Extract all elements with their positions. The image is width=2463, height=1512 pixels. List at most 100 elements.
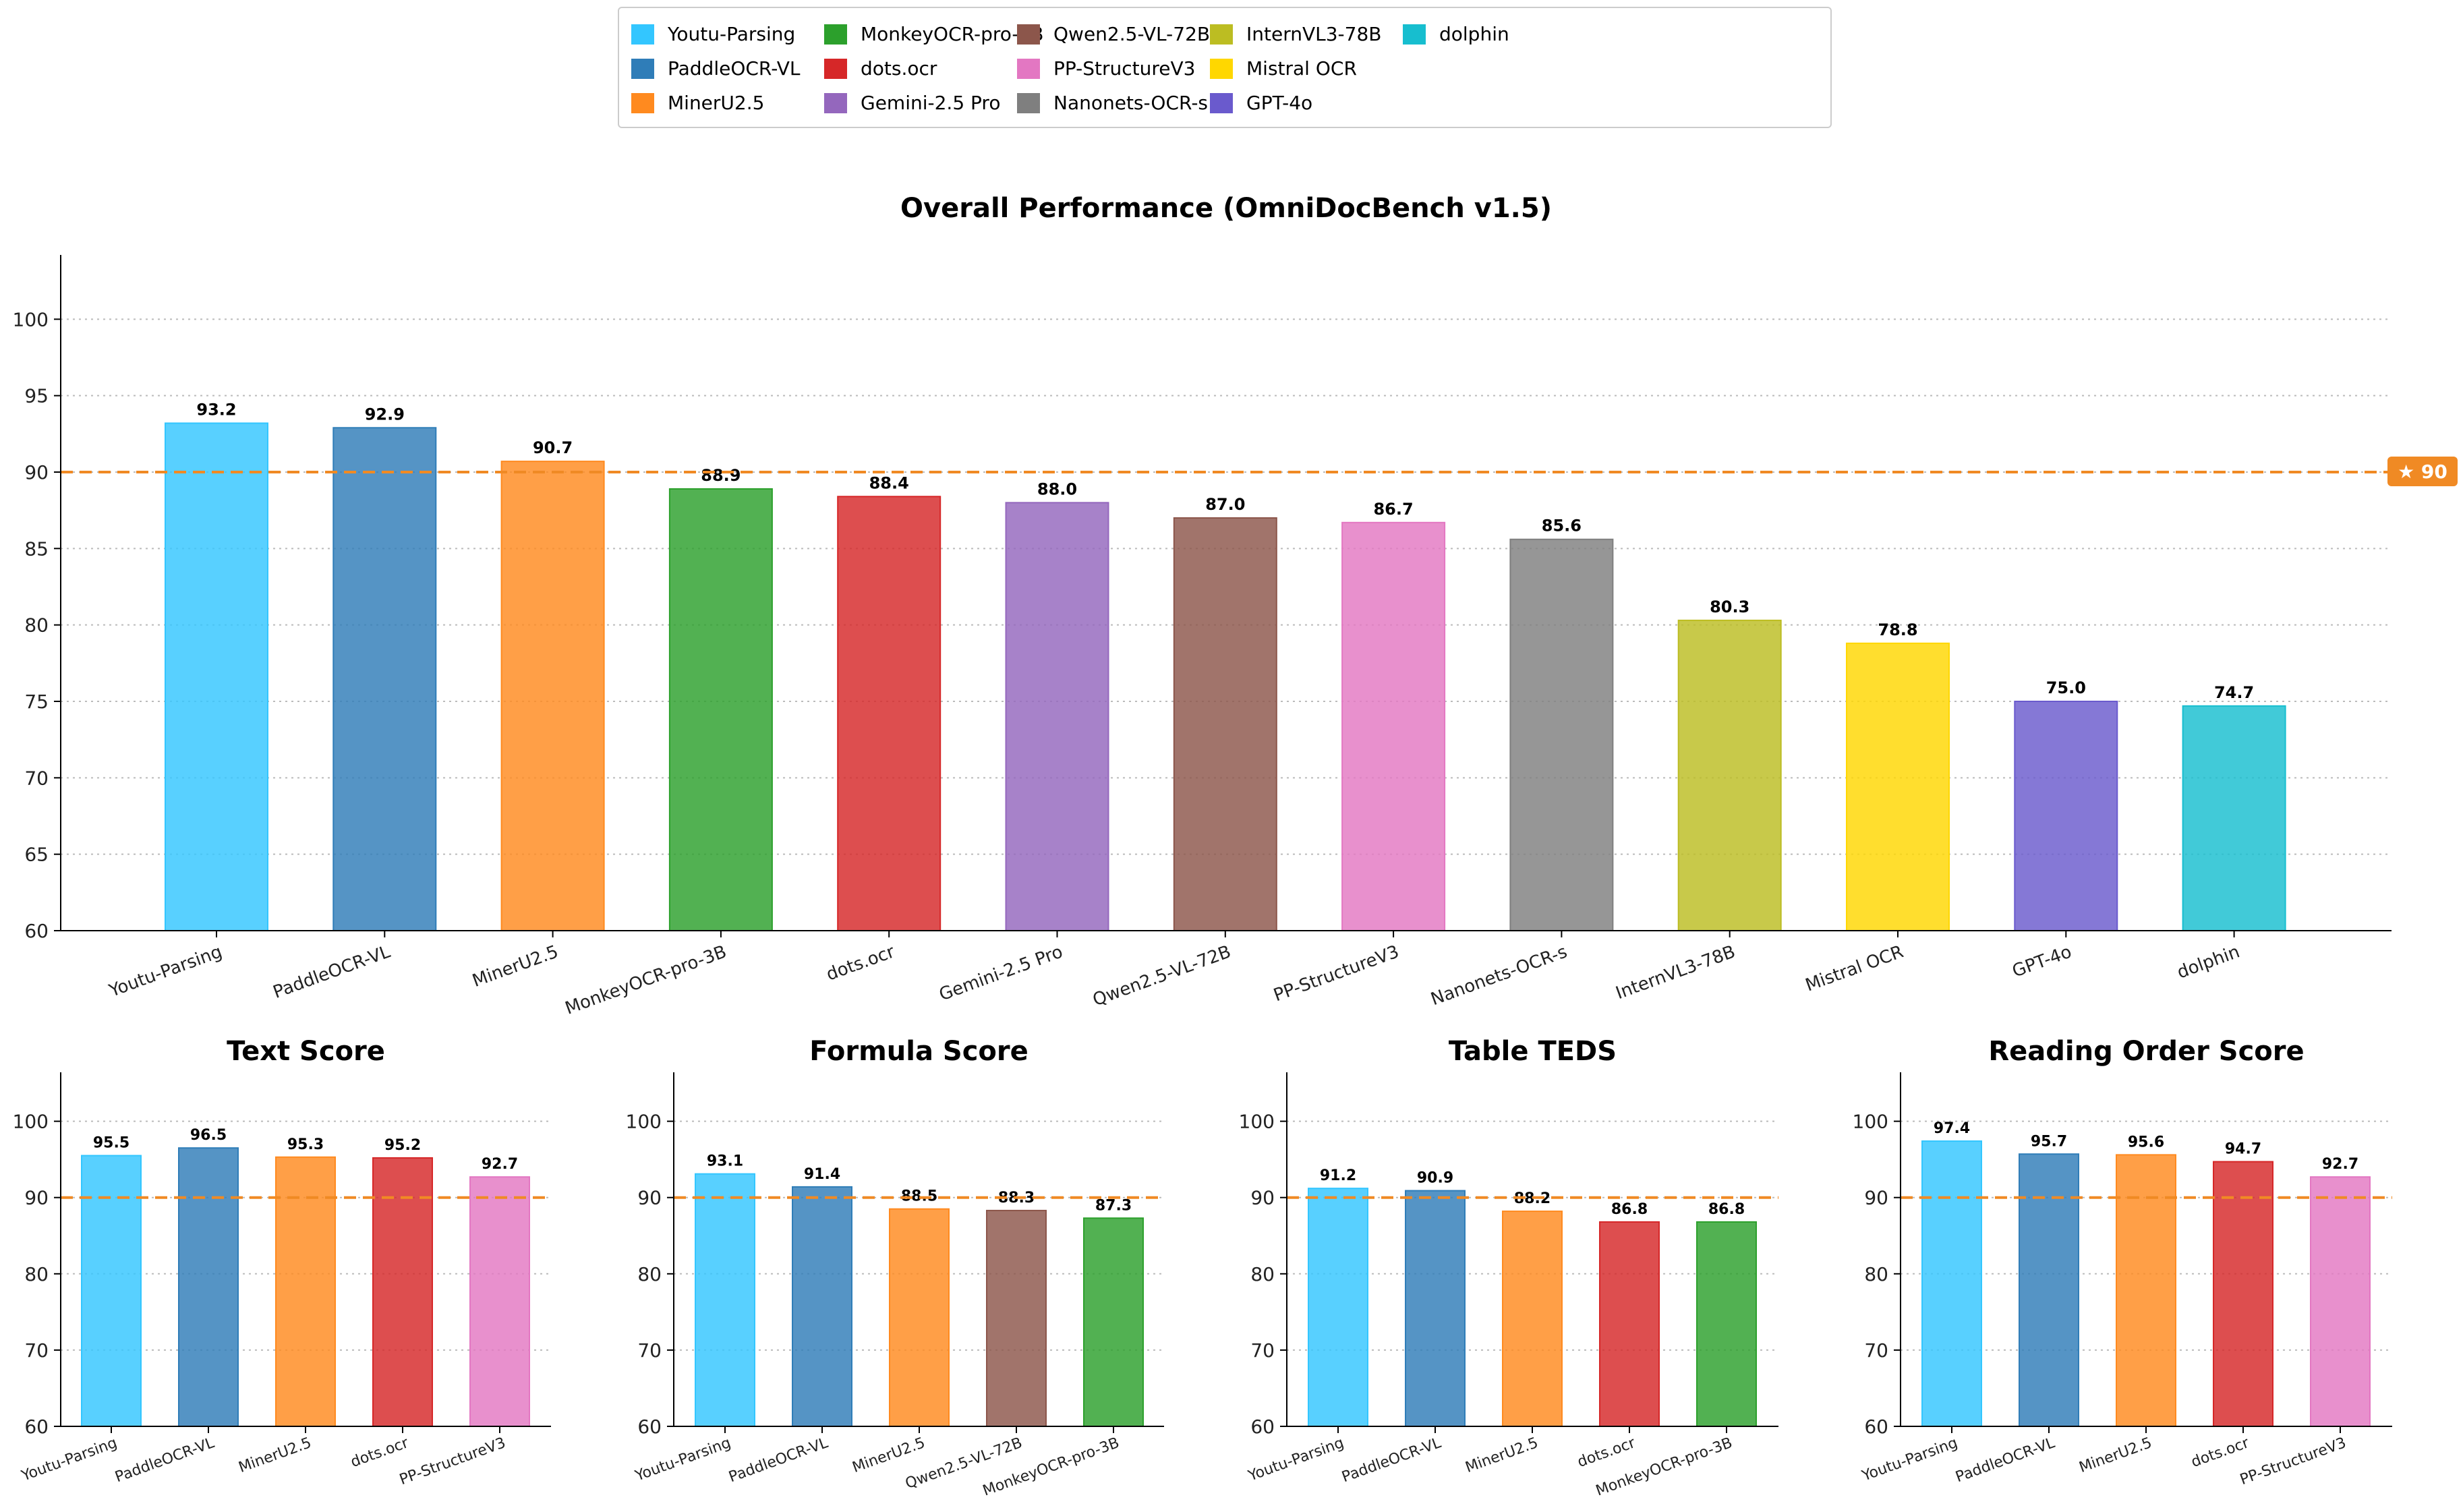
legend-swatch — [1210, 58, 1233, 79]
x-tick-label: Youtu-Parsing — [1859, 1434, 1960, 1485]
x-tick-label: Youtu-Parsing — [19, 1434, 119, 1485]
y-tick-label: 60 — [24, 1416, 49, 1438]
bar — [889, 1208, 950, 1428]
x-tick-label: InternVL3-78B — [1613, 941, 1738, 1004]
y-tick-label: 90 — [1250, 1187, 1275, 1209]
data-label: 95.2 — [384, 1137, 421, 1154]
legend-label: Nanonets-OCR-s — [1053, 92, 1209, 114]
legend-item: Nanonets-OCR-s — [1017, 92, 1208, 114]
legend-label: GPT-4o — [1246, 92, 1313, 114]
legend-swatch — [824, 92, 847, 113]
data-label: 86.8 — [1611, 1201, 1648, 1218]
bar — [1405, 1190, 1466, 1428]
bar — [1696, 1221, 1757, 1428]
x-tick-label: Gemini-2.5 Pro — [937, 941, 1066, 1005]
bar — [165, 422, 268, 931]
x-tick-label: dots.ocr — [2189, 1434, 2252, 1471]
data-label: 95.7 — [2031, 1133, 2067, 1150]
y-tick-label: 80 — [1864, 1263, 1888, 1285]
x-tick-label: PP-StructureV3 — [397, 1434, 508, 1488]
y-tick-label: 80 — [1250, 1263, 1275, 1285]
x-tick-label: PaddleOCR-VL — [726, 1434, 830, 1486]
y-tick-label: 75 — [24, 691, 49, 713]
data-label: 92.7 — [482, 1156, 518, 1173]
data-label: 92.9 — [365, 405, 405, 424]
x-tick-label: Youtu-Parsing — [106, 941, 225, 1001]
data-label: 96.5 — [190, 1127, 227, 1144]
data-label: 94.7 — [2225, 1141, 2261, 1158]
y-tick-label: 60 — [24, 920, 49, 942]
data-label: 92.7 — [2322, 1156, 2358, 1173]
x-tick-label: PaddleOCR-VL — [270, 941, 393, 1003]
bar — [1509, 538, 1614, 931]
legend-item: dots.ocr — [824, 57, 937, 80]
x-tick-label: PP-StructureV3 — [2238, 1434, 2348, 1488]
bar — [1173, 517, 1277, 931]
y-tick-label: 60 — [1864, 1416, 1888, 1438]
y-tick-label: 100 — [626, 1111, 662, 1133]
chart-title: Reading Order Score — [1988, 1036, 2304, 1067]
legend-item: Gemini-2.5 Pro — [824, 92, 1000, 114]
x-tick-label: MinerU2.5 — [850, 1434, 927, 1476]
legend-label: MonkeyOCR-pro-3B — [861, 23, 1044, 45]
legend-label: Gemini-2.5 Pro — [861, 92, 1001, 114]
legend: Youtu-Parsing PaddleOCR-VL MinerU2.5 Monkey… — [618, 7, 1832, 128]
legend-swatch — [1017, 24, 1040, 45]
y-tick-label: 80 — [24, 1263, 49, 1285]
x-tick-label: MinerU2.5 — [470, 941, 561, 991]
y-tick-label: 90 — [1864, 1187, 1888, 1209]
bar — [1677, 619, 1782, 931]
bar — [2310, 1176, 2371, 1428]
bar — [2116, 1154, 2176, 1428]
x-tick-label: Nanonets-OCR-s — [1428, 941, 1570, 1010]
data-label: 87.3 — [1095, 1197, 1132, 1214]
legend-item: PaddleOCR-VL — [631, 57, 800, 80]
chart-title: Overall Performance (OmniDocBench v1.5) — [900, 193, 1552, 224]
legend-item: GPT-4o — [1210, 92, 1312, 114]
bar — [792, 1186, 852, 1428]
data-label: 88.9 — [701, 466, 741, 485]
data-label: 87.0 — [1205, 495, 1245, 514]
legend-label: InternVL3-78B — [1246, 23, 1382, 45]
x-tick-label: PP-StructureV3 — [1271, 941, 1402, 1006]
legend-swatch — [1210, 92, 1233, 113]
bar — [1005, 502, 1109, 931]
x-tick-label: dots.ocr — [823, 941, 898, 985]
bar — [1599, 1221, 1660, 1428]
legend-item: Youtu-Parsing — [631, 23, 795, 45]
legend-swatch — [824, 24, 847, 45]
y-tick-label: 80 — [24, 614, 49, 637]
y-tick-label: 70 — [1250, 1339, 1275, 1362]
legend-label: dots.ocr — [861, 57, 937, 80]
bar — [2182, 705, 2286, 932]
data-label: 80.3 — [1710, 598, 1749, 616]
data-label: 78.8 — [1878, 620, 1917, 639]
bar — [1308, 1188, 1368, 1427]
data-label: 95.6 — [2128, 1134, 2164, 1151]
bar — [178, 1147, 239, 1427]
legend-item: Mistral OCR — [1210, 57, 1357, 80]
bar — [2213, 1161, 2273, 1428]
legend-swatch — [824, 58, 847, 79]
y-tick-label: 70 — [24, 767, 49, 789]
legend-swatch — [1017, 58, 1040, 79]
data-label: 86.7 — [1373, 500, 1413, 519]
legend-item: PP-StructureV3 — [1017, 57, 1195, 80]
data-label: 88.0 — [1037, 479, 1077, 498]
y-tick-label: 90 — [24, 1187, 49, 1209]
x-tick-label: PaddleOCR-VL — [1339, 1434, 1443, 1486]
data-label: 97.4 — [1934, 1120, 1970, 1137]
bar — [500, 461, 605, 931]
x-tick-label: MinerU2.5 — [237, 1434, 314, 1476]
legend-swatch — [1017, 92, 1040, 113]
x-tick-label: PaddleOCR-VL — [113, 1434, 216, 1486]
chart-title: Table TEDS — [1449, 1036, 1617, 1067]
data-label: 91.4 — [804, 1166, 840, 1183]
bar — [469, 1176, 530, 1428]
legend-swatch — [1403, 24, 1426, 45]
legend-label: PP-StructureV3 — [1053, 57, 1196, 80]
data-label: 86.8 — [1708, 1201, 1745, 1218]
data-label: 91.2 — [1320, 1167, 1356, 1184]
bar — [1083, 1217, 1144, 1427]
